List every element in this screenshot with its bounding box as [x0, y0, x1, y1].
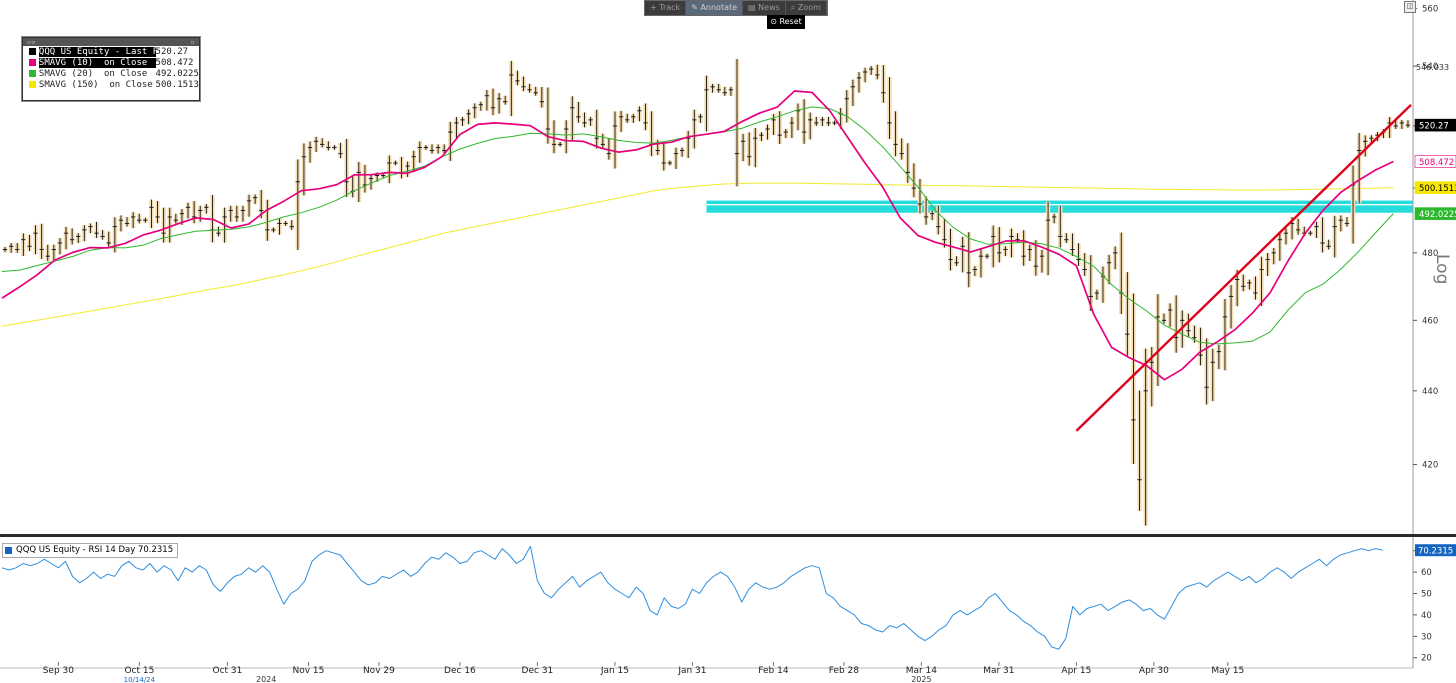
price-tag-label: 492.0225 [1419, 210, 1456, 220]
trendline [1075, 103, 1412, 432]
xtick-label: Feb 28 [829, 666, 860, 676]
legend-name-sma150: SMAVG (150) on Close [38, 79, 153, 90]
xtick-label: Mar 14 [906, 666, 938, 676]
sma10-line [1, 90, 1394, 381]
legend-swatch-price [29, 48, 36, 55]
price-ytick-label: 480 [1422, 249, 1438, 259]
legend-value-price: 520.27 [155, 46, 189, 57]
rsi-ytick-label: 40 [1421, 611, 1432, 621]
rsi-legend-swatch [5, 547, 12, 554]
xtick-label: Oct 15 [124, 666, 154, 676]
xtick-label: Jan 31 [677, 666, 706, 676]
xtick-label: Dec 31 [522, 666, 554, 676]
reset-button[interactable]: ⊙ Reset [767, 15, 805, 29]
price-tag-box [1414, 118, 1456, 132]
price-ytick-label: 440 [1422, 387, 1438, 397]
legend-value-sma10: 508.472 [155, 57, 194, 68]
xtick-label: Sep 30 [43, 666, 75, 676]
rsi-line [1, 545, 1383, 650]
rsi-panel: 70605040302070.2315 [1, 544, 1456, 664]
xtick-label: May 15 [1211, 666, 1244, 676]
news-label: News [758, 3, 780, 12]
rsi-tag-box [1415, 544, 1456, 557]
legend-grip-icon[interactable]: ▫▫ [27, 38, 36, 46]
reset-label: Reset [779, 17, 802, 26]
year-label-2025: 2025 [911, 675, 931, 683]
price-ytick-label: 420 [1422, 461, 1438, 471]
legend-name-sma10: SMAVG (10) on Close [38, 57, 156, 68]
rsi-tag-label: 70.2315 [1418, 547, 1453, 557]
rsi-ytick-label: 60 [1421, 568, 1432, 578]
xtick-label: Jan 15 [600, 666, 629, 676]
chart-toolbar: + Track ✎ Annotate ▤ News ⌕ Zoom [644, 0, 828, 16]
price-tag-label: 520.27 [1419, 122, 1449, 132]
price-tag-box [1414, 181, 1456, 194]
legend-row-sma150: SMAVG (150) on Close 500.1513 [23, 79, 199, 90]
rsi-legend-label: QQQ US Equity - RSI 14 Day 70.2315 [16, 545, 174, 555]
top-price-label: 546.033 [1416, 63, 1449, 72]
legend-value-sma20: 492.0225 [155, 68, 199, 79]
xtick-label: Feb 14 [758, 666, 789, 676]
legend-name-sma20: SMAVG (20) on Close [38, 68, 148, 79]
xtick-label: Mar 31 [983, 666, 1014, 676]
sma10-line-group [1, 90, 1394, 381]
annotate-button[interactable]: ✎ Annotate [686, 1, 744, 15]
xtick-label: Oct 31 [213, 666, 243, 676]
news-button[interactable]: ▤ News [743, 1, 786, 15]
xtick-label: Apr 30 [1139, 666, 1169, 676]
legend-value-sma150: 500.1513 [155, 79, 199, 90]
xtick-label: Nov 29 [363, 666, 395, 676]
legend-swatch-sma10 [29, 59, 36, 66]
track-label: Track [659, 3, 681, 12]
legend-titlebar: ▫▫ ▫ [23, 38, 199, 46]
year-label-2024: 2024 [256, 675, 276, 683]
rsi-ytick-label: 50 [1421, 590, 1432, 600]
legend-name-price: QQQ US Equity - Last Price [38, 46, 156, 57]
price-ytick-label: 540 [1422, 62, 1438, 72]
trendline-group [1075, 103, 1412, 432]
xtick-label: Apr 15 [1061, 666, 1091, 676]
zoom-button[interactable]: ⌕ Zoom [786, 1, 827, 15]
rsi-ytick-label: 30 [1421, 632, 1432, 642]
log-scale-label: Log [1432, 254, 1452, 284]
track-button[interactable]: + Track [645, 1, 687, 15]
xtick-label: Nov 15 [293, 666, 325, 676]
legend-row-sma20: SMAVG (20) on Close 492.0225 [23, 68, 199, 79]
annotate-label: Annotate [700, 3, 738, 12]
date-cursor-label: 10/14/24 [124, 676, 156, 683]
xtick-label: Dec 16 [444, 666, 476, 676]
price-ytick-label: 460 [1422, 316, 1438, 326]
ohlc-bars [2, 58, 1411, 526]
price-legend: ▫▫▫ QQQ US Equity - Last Price 520.27 SM… [22, 37, 200, 101]
sma150-line [1, 182, 1394, 327]
price-tag-label: 508.472 [1419, 158, 1454, 168]
legend-swatch-sma20 [29, 70, 36, 77]
rsi-ytick-label: 20 [1421, 654, 1432, 664]
sma150-line-group [1, 182, 1394, 327]
price-tag-label: 500.1513 [1419, 184, 1456, 194]
zoom-label: Zoom [797, 3, 821, 12]
rsi-legend: QQQ US Equity - RSI 14 Day 70.2315 [2, 543, 179, 558]
price-ytick-label: 560 [1422, 4, 1438, 14]
price-tag-box [1414, 155, 1456, 168]
support-band [706, 200, 1413, 205]
legend-swatch-sma150 [29, 81, 36, 88]
legend-row-price: QQQ US Equity - Last Price 520.27 [23, 46, 199, 57]
panel-divider [0, 534, 1456, 537]
legend-row-sma10: SMAVG (10) on Close 508.472 [23, 57, 199, 68]
panel-menu-icon[interactable]: ◫ [1404, 1, 1416, 13]
price-tag-box [1414, 207, 1456, 220]
legend-close-icon[interactable]: ▫ [190, 38, 195, 46]
